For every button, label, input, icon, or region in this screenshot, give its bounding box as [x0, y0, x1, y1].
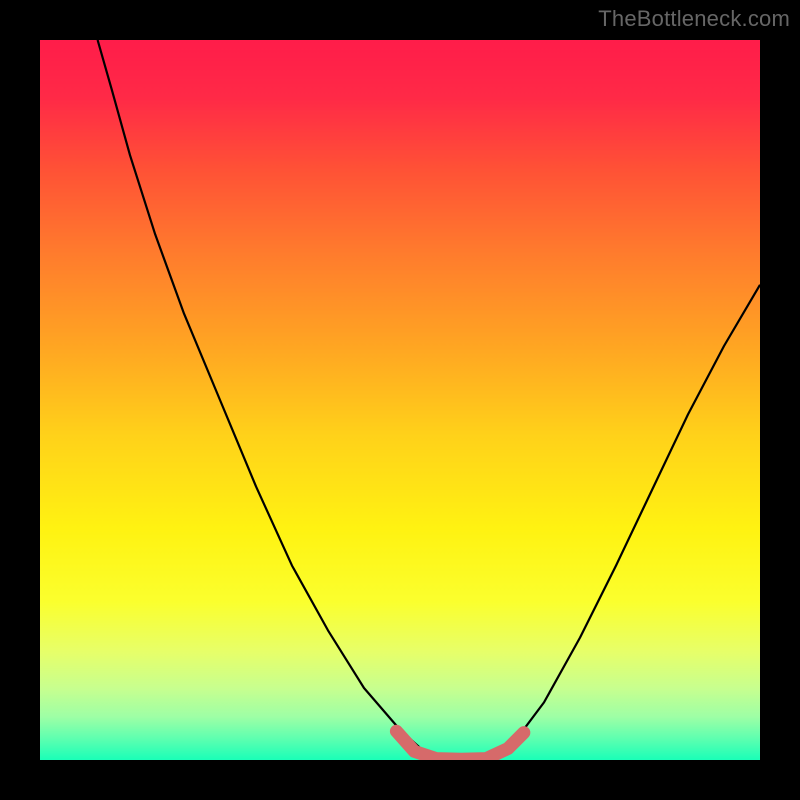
chart-container: TheBottleneck.com	[0, 0, 800, 800]
plot-area	[40, 40, 760, 760]
bottleneck-curve	[98, 40, 760, 760]
watermark-label: TheBottleneck.com	[598, 6, 790, 32]
optimal-range-marker	[396, 731, 523, 759]
curve-layer	[40, 40, 760, 760]
